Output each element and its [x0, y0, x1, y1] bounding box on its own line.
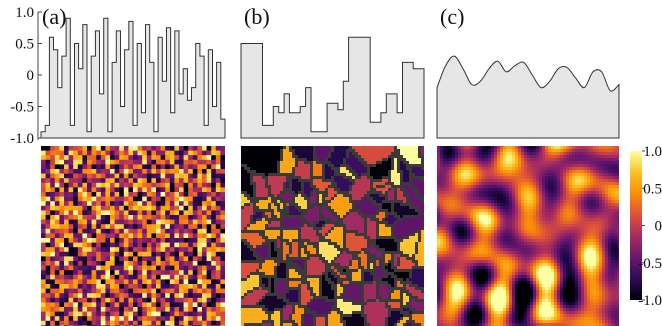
- field-group: [41, 146, 619, 326]
- panel-label-c: (c): [440, 4, 464, 29]
- colorbar-tick-label: 1.0: [643, 144, 662, 160]
- y-tick-label: -1.0: [10, 131, 34, 147]
- panel-label-b: (b): [244, 4, 270, 29]
- colorbar: [630, 151, 642, 300]
- profile-c: [436, 55, 620, 139]
- panel-label-a: (a): [42, 4, 66, 29]
- y-tick-label: 1.0: [15, 5, 34, 21]
- field-a: [41, 146, 225, 326]
- colorbar-tick-label: -1.0: [638, 293, 662, 309]
- colorbar-tick-label: 0: [655, 219, 662, 235]
- profile-b: [240, 36, 425, 139]
- colorbar-tick-label: 0.5: [643, 181, 662, 197]
- y-tick-group: 1.0 0.5 0 -0.5 -1.0: [10, 5, 42, 147]
- y-tick-label: -0.5: [10, 100, 34, 116]
- colorbar-tick-group: 1.0 0.5 0 -0.5 -1.0: [638, 144, 662, 309]
- profile-group: [40, 17, 620, 139]
- colorbar-tick-label: -0.5: [638, 256, 662, 272]
- field-b: [241, 146, 424, 326]
- y-tick-label: 0: [27, 68, 35, 84]
- y-tick-label: 0.5: [15, 37, 34, 53]
- profile-a: [40, 17, 226, 139]
- field-c: [437, 146, 619, 326]
